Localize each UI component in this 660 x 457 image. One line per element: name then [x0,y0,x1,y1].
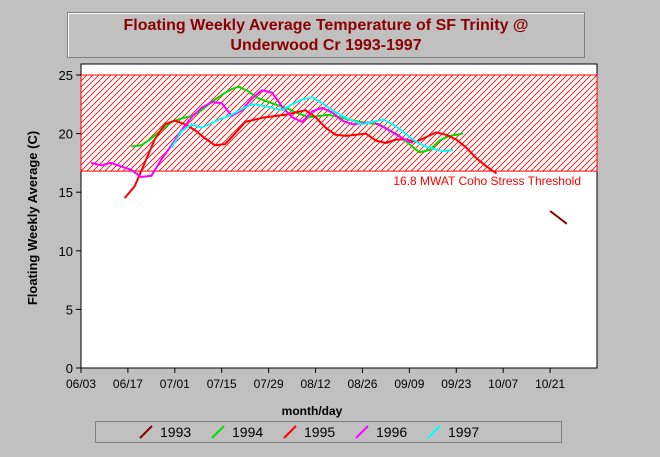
x-tick-label: 07/29 [254,377,284,391]
x-tick-label: 07/15 [207,377,237,391]
axes-group: 0 5 10 15 20 25 06/03 06/17 07/01 07/15 07/29 08/12… [59,68,566,391]
x-tick-label: 09/23 [441,377,471,391]
y-tick-label: 5 [66,302,73,317]
legend-swatch-1997 [427,425,441,439]
legend-label-1993: 1993 [160,424,191,440]
chart-title-line2: Underwood Cr 1993-1997 [230,37,422,54]
x-tick-label: 09/09 [394,377,424,391]
y-tick-label: 15 [59,185,73,200]
legend-label-1994: 1994 [232,424,263,440]
y-tick-label: 20 [59,127,73,142]
x-tick-label: 10/07 [488,377,518,391]
series-line-1997 [170,96,454,153]
x-tick-label: 10/21 [535,377,565,391]
legend-label-1996: 1996 [376,424,407,440]
chart-title-line1: Floating Weekly Average Temperature of S… [123,17,529,34]
y-axis-label: Floating Weekly Average (C) [25,131,40,305]
series-line-1993 [549,210,568,225]
x-tick-label: 06/17 [113,377,143,391]
series-layer [90,85,568,225]
chart-title-box: Floating Weekly Average Temperature of S… [67,12,585,58]
legend-label-1997: 1997 [448,424,479,440]
legend-label-1995: 1995 [304,424,335,440]
x-tick-label: 08/26 [347,377,377,391]
x-axis-label: month/day [282,404,343,418]
y-tick-label: 0 [66,361,73,376]
legend-swatch-1994 [211,425,225,439]
y-tick-label: 10 [59,244,73,259]
y-tick-label: 25 [59,68,73,83]
legend: 1993 1994 1995 1996 1997 [139,424,479,440]
threshold-label: 16.8 MWAT Coho Stress Threshold [393,174,581,188]
threshold-hatch-zone [80,74,598,172]
x-tick-label: 07/01 [160,377,190,391]
legend-swatch-1995 [283,425,297,439]
legend-swatch-1996 [355,425,369,439]
x-tick-label: 08/12 [301,377,331,391]
legend-swatch-1993 [139,425,153,439]
x-tick-label: 06/03 [66,377,96,391]
